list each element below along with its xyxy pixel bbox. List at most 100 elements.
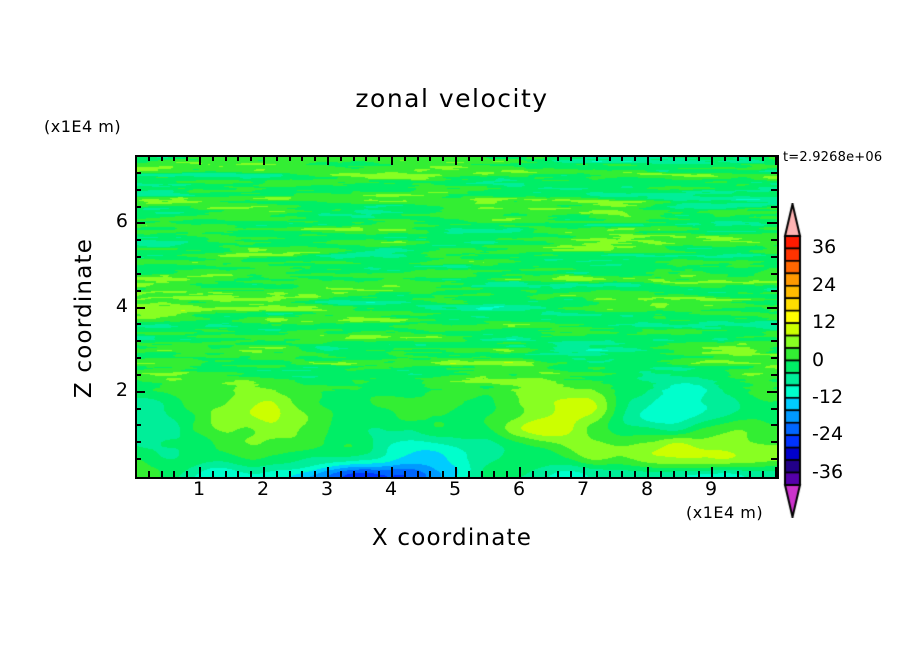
y-axis-tick: [771, 441, 777, 443]
x-axis-tick: [404, 471, 406, 477]
x-axis-tick: [417, 155, 419, 161]
y-axis-tick: [135, 408, 141, 410]
x-axis-tick: [263, 155, 265, 165]
x-tick-label: 8: [640, 478, 654, 500]
x-axis-tick: [545, 471, 547, 477]
x-axis-tick: [647, 467, 649, 477]
y-axis-tick: [135, 206, 141, 208]
x-axis-tick: [314, 471, 316, 477]
x-axis-tick: [609, 471, 611, 477]
x-axis-tick: [225, 471, 227, 477]
x-axis-unit-label: (x1E4 m): [686, 503, 764, 522]
x-axis-tick: [391, 155, 393, 165]
y-axis-tick: [771, 172, 777, 174]
x-axis-tick: [455, 467, 457, 477]
y-axis-tick: [771, 206, 777, 208]
x-axis-tick: [237, 471, 239, 477]
y-axis-tick: [135, 307, 145, 309]
x-axis-tick: [749, 155, 751, 161]
x-axis-tick: [634, 471, 636, 477]
y-axis-tick: [771, 290, 777, 292]
y-axis-tick: [135, 256, 141, 258]
x-axis-tick: [481, 471, 483, 477]
x-axis-tick: [442, 155, 444, 161]
y-axis-tick: [135, 239, 141, 241]
x-axis-tick: [468, 155, 470, 161]
x-tick-label: 9: [704, 478, 718, 500]
x-axis-tick: [173, 155, 175, 161]
x-axis-tick: [647, 155, 649, 165]
y-axis-tick: [135, 441, 141, 443]
x-tick-label: 1: [192, 478, 206, 500]
x-axis-tick: [545, 155, 547, 161]
x-axis-tick: [314, 155, 316, 161]
x-axis-tick: [263, 467, 265, 477]
x-axis-tick: [660, 155, 662, 161]
y-axis-tick: [135, 222, 145, 224]
x-axis-tick: [737, 471, 739, 477]
x-axis-tick: [583, 467, 585, 477]
y-axis-tick: [771, 374, 777, 376]
x-axis-tick: [634, 155, 636, 161]
x-axis-tick: [365, 471, 367, 477]
x-axis-tick: [596, 471, 598, 477]
x-axis-tick: [429, 155, 431, 161]
x-axis-tick: [225, 155, 227, 161]
x-tick-label: 2: [256, 478, 270, 500]
x-axis-tick: [557, 471, 559, 477]
y-axis-tick: [771, 256, 777, 258]
x-axis-tick: [365, 155, 367, 161]
x-axis-tick: [276, 471, 278, 477]
x-axis-tick: [173, 471, 175, 477]
x-axis-tick: [429, 471, 431, 477]
colorbar-tick-label: -12: [812, 385, 844, 408]
x-tick-label: 3: [320, 478, 334, 500]
x-axis-tick: [737, 155, 739, 161]
x-axis-tick: [212, 155, 214, 161]
x-axis-tick: [711, 467, 713, 477]
x-axis-tick: [289, 471, 291, 477]
timestamp-annotation: t=2.9268e+06: [783, 150, 883, 165]
x-axis-tick: [481, 155, 483, 161]
x-axis-tick: [775, 467, 777, 477]
x-axis-tick: [673, 471, 675, 477]
colorbar-tick-label: 24: [812, 273, 837, 296]
x-axis-tick: [161, 471, 163, 477]
x-axis-tick: [698, 155, 700, 161]
x-axis-tick: [340, 471, 342, 477]
y-axis-tick: [771, 340, 777, 342]
x-axis-tick: [468, 471, 470, 477]
x-axis-tick: [353, 471, 355, 477]
y-tick-label: 4: [115, 294, 128, 317]
y-axis-tick: [135, 458, 141, 460]
x-tick-label: 4: [384, 478, 398, 500]
x-axis-tick: [762, 155, 764, 161]
y-axis-tick: [135, 357, 141, 359]
x-axis-tick: [493, 471, 495, 477]
x-axis-tick: [660, 471, 662, 477]
x-axis-tick: [519, 467, 521, 477]
x-axis-tick: [749, 471, 751, 477]
y-axis-tick: [771, 424, 777, 426]
colorbar-tick-label: 36: [812, 236, 837, 259]
y-tick-label: 6: [115, 210, 128, 233]
x-axis-tick: [532, 155, 534, 161]
colorbar-scale: [780, 203, 806, 518]
y-axis-tick: [771, 323, 777, 325]
x-axis-tick: [417, 471, 419, 477]
x-axis-tick: [493, 155, 495, 161]
x-axis-tick: [711, 155, 713, 165]
y-axis-tick: [135, 323, 141, 325]
y-axis-tick: [771, 408, 777, 410]
y-axis-unit-label: (x1E4 m): [44, 117, 122, 136]
x-axis-tick: [455, 155, 457, 165]
x-axis-tick: [148, 471, 150, 477]
x-axis-tick: [237, 155, 239, 161]
x-axis-tick: [250, 471, 252, 477]
x-tick-label: 7: [576, 478, 590, 500]
y-axis-tick: [135, 374, 141, 376]
x-axis-tick: [673, 155, 675, 161]
x-axis-tick: [609, 155, 611, 161]
x-axis-tick: [583, 155, 585, 165]
